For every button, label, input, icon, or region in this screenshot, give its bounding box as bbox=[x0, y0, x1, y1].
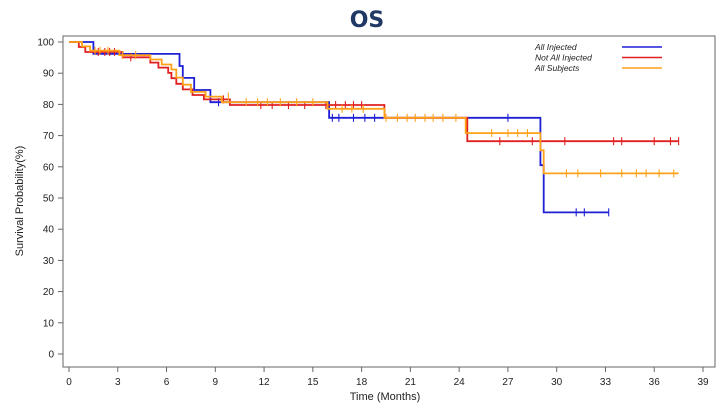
y-tick-label: 0 bbox=[48, 350, 54, 361]
series-layer bbox=[69, 41, 680, 217]
x-tick-label: 6 bbox=[164, 377, 170, 388]
x-tick-label: 9 bbox=[213, 377, 219, 388]
x-tick-label: 0 bbox=[66, 377, 72, 388]
x-tick-label: 24 bbox=[454, 377, 466, 388]
x-tick-label: 33 bbox=[600, 377, 612, 388]
series-all-subjects bbox=[69, 41, 679, 178]
x-tick-label: 3 bbox=[115, 377, 121, 388]
y-tick-label: 80 bbox=[43, 100, 55, 111]
legend-label: Not All Injected bbox=[535, 53, 592, 63]
x-tick-label: 39 bbox=[697, 377, 709, 388]
x-axis: 0 3 6 9 12 15 18 21 24 27 30 33 36 39 bbox=[66, 367, 709, 388]
y-tick-label: 40 bbox=[43, 225, 55, 236]
y-tick-label: 50 bbox=[43, 194, 55, 205]
x-tick-label: 21 bbox=[405, 377, 417, 388]
plot-frame bbox=[62, 35, 716, 368]
x-tick-label: 18 bbox=[356, 377, 368, 388]
series-line-all-injected bbox=[69, 41, 609, 214]
series-line-not-all-injected bbox=[69, 41, 679, 143]
y-tick-label: 60 bbox=[43, 162, 55, 173]
y-tick-label: 10 bbox=[43, 318, 55, 329]
x-tick-label: 27 bbox=[502, 377, 514, 388]
legend-label: All Subjects bbox=[534, 63, 580, 73]
x-tick-label: 36 bbox=[649, 377, 661, 388]
series-not-all-injected bbox=[69, 41, 680, 146]
y-tick-label: 20 bbox=[43, 287, 55, 298]
series-line-all-subjects bbox=[69, 41, 679, 175]
x-tick-label: 12 bbox=[259, 377, 271, 388]
legend-label: All Injected bbox=[534, 42, 577, 52]
x-tick-label: 15 bbox=[307, 377, 319, 388]
y-tick-label: 30 bbox=[43, 256, 55, 267]
y-tick-label: 100 bbox=[37, 38, 54, 49]
y-axis: 0 10 20 30 40 50 60 70 80 90 100 bbox=[37, 38, 63, 361]
y-tick-label: 90 bbox=[43, 69, 55, 80]
y-axis-label: Survival Probability(%) bbox=[14, 146, 26, 257]
chart-title: OS bbox=[350, 8, 385, 33]
y-tick-label: 70 bbox=[43, 131, 55, 142]
x-tick-label: 30 bbox=[551, 377, 563, 388]
x-axis-label: Time (Months) bbox=[350, 391, 421, 403]
